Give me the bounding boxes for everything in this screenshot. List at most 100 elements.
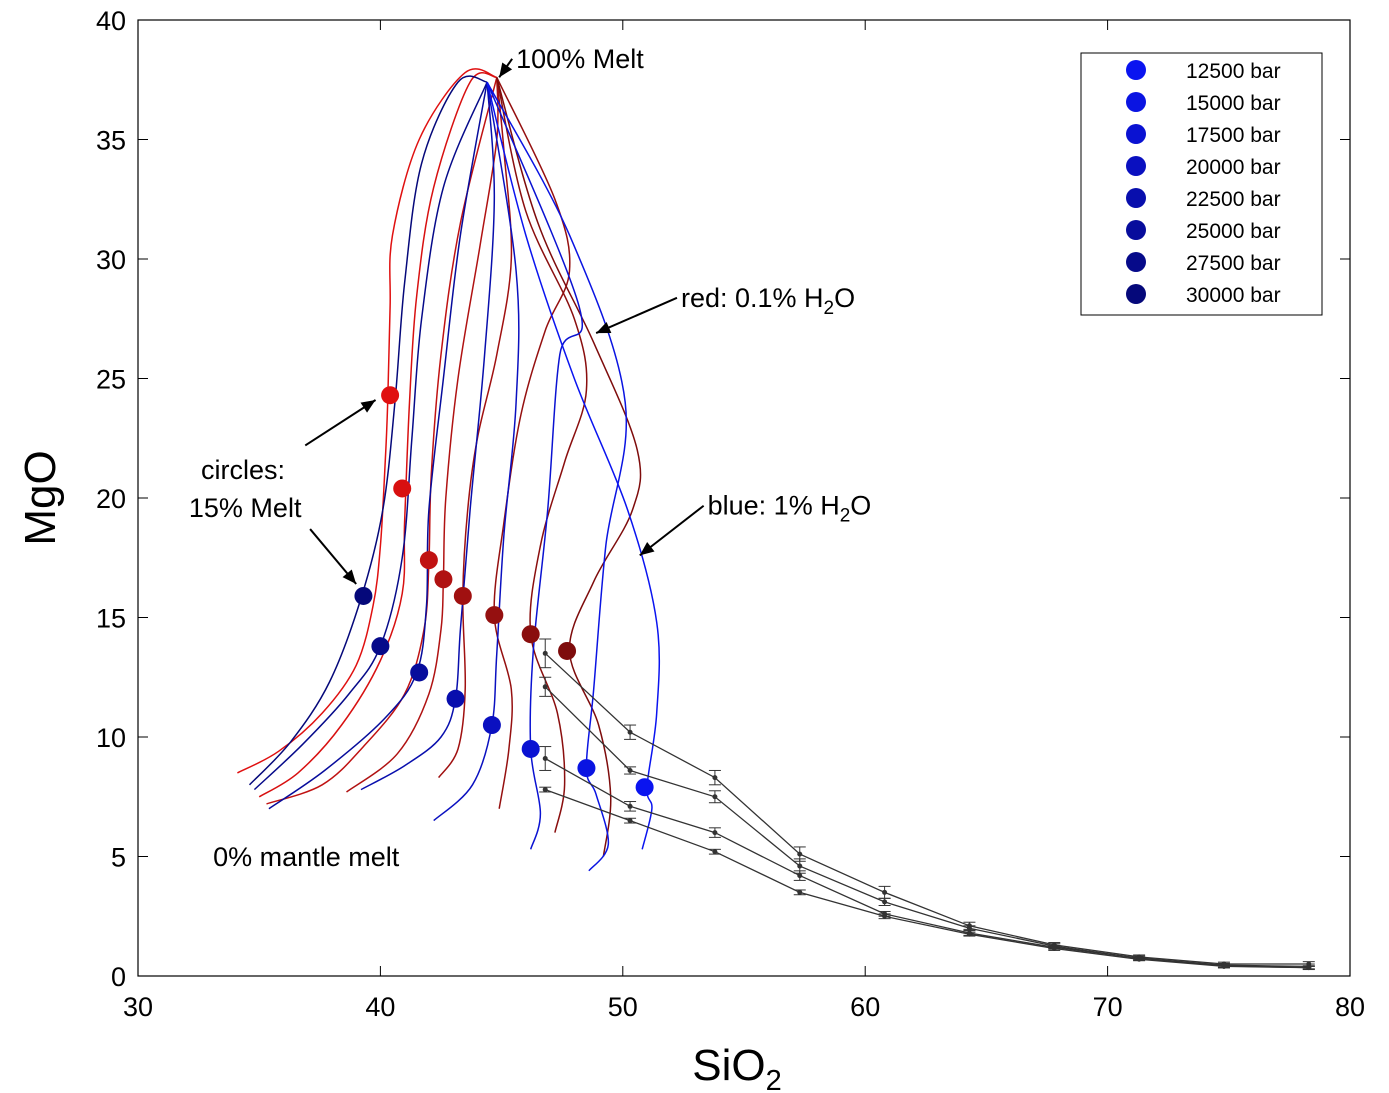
data-point: [797, 873, 803, 879]
blue-melt-dot: [521, 739, 540, 758]
legend: 12500 bar 15000 bar 17500 bar 20000 bar 2250…: [1080, 52, 1323, 316]
annotation-text-main: blue: 1% H: [708, 491, 840, 521]
x-axis-ticks: 30 40 50 60 70 80: [123, 20, 1365, 1022]
annotation-text: 0% mantle melt: [213, 842, 400, 872]
blue-melt-dot: [371, 637, 390, 656]
annotation-arrowhead: [596, 321, 612, 334]
data-series-line: [544, 686, 1309, 968]
y-tick-label: 40: [96, 6, 126, 36]
data-point: [797, 863, 803, 869]
annotation-arrowhead: [360, 400, 376, 413]
data-point: [542, 756, 548, 762]
data-point: [1136, 956, 1142, 962]
x-tick-label: 70: [1093, 992, 1123, 1022]
red-melt-curve: [496, 77, 588, 833]
data-point: [1306, 965, 1312, 971]
annotation-text: 15% Melt: [189, 493, 302, 523]
y-axis-ticks: 0 5 10 15 20 25 30 35 40: [96, 6, 1350, 992]
annotation-arrowhead: [499, 62, 513, 78]
y-tick-label: 20: [96, 484, 126, 514]
data-point: [1051, 946, 1057, 952]
red-melt-dot: [521, 625, 540, 644]
legend-marker: [1126, 124, 1146, 144]
y-tick-label: 10: [96, 723, 126, 753]
data-point: [627, 818, 633, 824]
legend-label: 15000 bar: [1186, 92, 1281, 115]
x-axis-title-subscript: 2: [766, 1065, 782, 1093]
red-melt-dot: [381, 386, 400, 405]
melt-curves: [237, 68, 661, 872]
data-series: [539, 638, 1315, 971]
red-melt-curve: [437, 77, 513, 779]
red-melt-dot: [393, 479, 412, 498]
legend-label: 25000 bar: [1186, 220, 1281, 243]
data-series-line: [544, 652, 1309, 965]
annotation-text-main: red: 0.1% H: [681, 283, 824, 313]
red-melt-curve: [258, 72, 497, 798]
legend-label: 27500 bar: [1186, 252, 1281, 275]
blue-melt-curve: [486, 81, 628, 872]
data-point: [966, 925, 972, 931]
x-tick-label: 50: [608, 992, 638, 1022]
data-point: [542, 684, 548, 690]
annotation-subscript: 2: [824, 298, 835, 319]
annotation-text-main: 100% Melt: [516, 44, 644, 74]
blue-melt-curve: [248, 75, 488, 786]
data-point: [627, 803, 633, 809]
annotation-subscript: 2: [840, 506, 851, 527]
legend-marker: [1126, 220, 1146, 240]
blue-melt-dot: [410, 663, 429, 682]
y-tick-label: 35: [96, 126, 126, 156]
legend-marker: [1126, 252, 1146, 272]
blue-melt-curve: [360, 82, 496, 791]
data-point: [542, 650, 548, 656]
blue-melt-dot: [635, 778, 654, 797]
data-point: [627, 729, 633, 735]
red-melt-dot: [558, 641, 577, 660]
blue-melt-dot: [577, 759, 596, 778]
legend-label: 17500 bar: [1186, 124, 1281, 147]
legend-marker: [1126, 156, 1146, 176]
data-point: [712, 830, 718, 836]
blue-melt-curve: [486, 81, 584, 850]
y-tick-label: 0: [111, 962, 126, 992]
red-melt-dot: [485, 606, 504, 625]
red-melt-curve: [237, 68, 498, 774]
data-point: [542, 787, 548, 793]
annotation-text-main: 0% mantle melt: [213, 842, 400, 872]
blue-melt-curve: [433, 81, 520, 822]
annotation-text-tail: O: [834, 283, 855, 313]
annotation-text: circles:: [201, 455, 285, 485]
annotation-arrow-line: [595, 296, 678, 335]
legend-marker: [1126, 60, 1146, 80]
y-tick-label: 15: [96, 604, 126, 634]
annotation-text-main: 15% Melt: [189, 493, 302, 523]
legend-marker: [1126, 188, 1146, 208]
x-tick-label: 40: [365, 992, 395, 1022]
y-tick-label: 25: [96, 365, 126, 395]
data-point: [712, 775, 718, 781]
annotation-text-main: circles:: [201, 455, 285, 485]
red-melt-dot: [419, 551, 438, 570]
legend-box: [1080, 52, 1323, 316]
data-point: [882, 913, 888, 919]
legend-label: 12500 bar: [1186, 60, 1281, 83]
data-point: [797, 851, 803, 857]
annotation-arrowhead: [342, 569, 357, 585]
annotation-arrowhead: [639, 542, 655, 556]
data-point: [966, 931, 972, 937]
blue-melt-dot: [354, 586, 373, 605]
annotation-text-tail: O: [850, 491, 871, 521]
legend-label: 22500 bar: [1186, 188, 1281, 211]
y-tick-label: 5: [111, 843, 126, 873]
legend-label: 30000 bar: [1186, 284, 1281, 307]
data-point: [797, 889, 803, 895]
legend-marker: [1126, 92, 1146, 112]
y-tick-label: 30: [96, 245, 126, 275]
data-point: [627, 767, 633, 773]
data-series-line: [544, 757, 1309, 969]
red-melt-curve: [346, 77, 499, 793]
data-point: [712, 849, 718, 855]
